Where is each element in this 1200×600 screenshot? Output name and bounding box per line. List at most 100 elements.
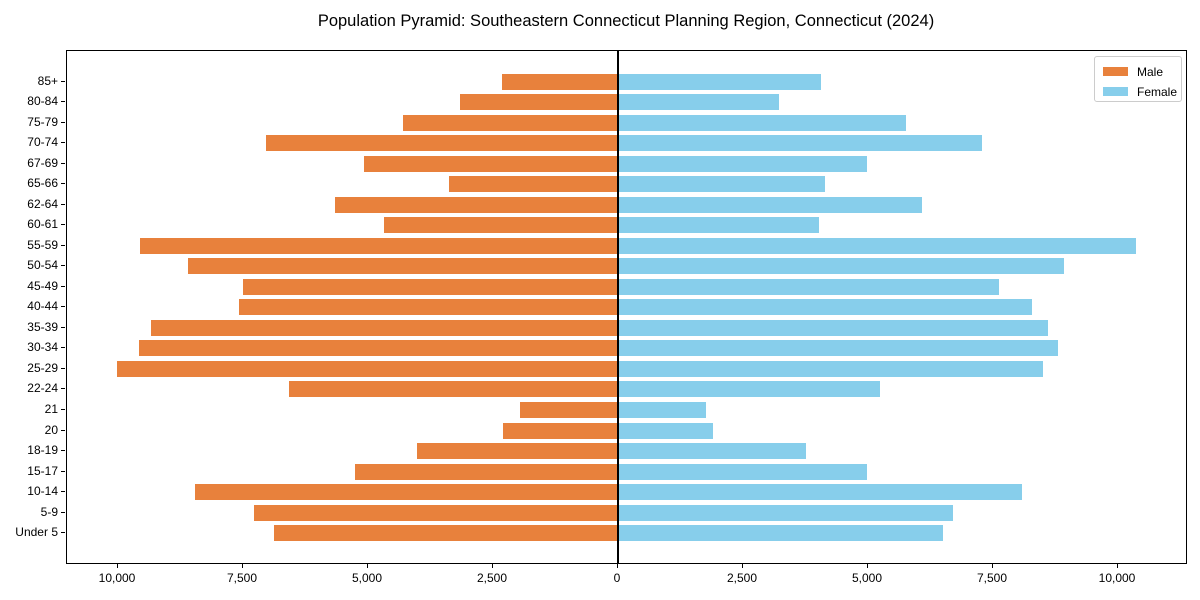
legend: Male Female	[1094, 56, 1182, 102]
y-tick-label: 55-59	[27, 237, 58, 252]
male-bar	[187, 258, 617, 275]
y-axis-tick	[61, 347, 65, 349]
y-axis-tick	[61, 429, 65, 431]
female-legend-label: Female	[1137, 84, 1178, 99]
female-bar	[618, 196, 922, 213]
male-bar	[501, 73, 617, 90]
female-bar	[618, 422, 713, 439]
x-axis-tick	[242, 564, 243, 568]
y-tick-label: 15-17	[27, 463, 58, 478]
y-axis-tick	[61, 306, 65, 308]
male-bar	[335, 196, 617, 213]
female-bar	[618, 443, 806, 460]
male-bar	[519, 401, 617, 418]
y-tick-label: 85+	[37, 73, 58, 88]
y-tick-label: 70-74	[27, 135, 58, 150]
y-axis-tick	[61, 121, 65, 123]
y-tick-label: 67-69	[27, 155, 58, 170]
x-tick-label: 10,000	[98, 571, 136, 585]
female-bar	[618, 94, 779, 111]
male-bar	[238, 299, 617, 316]
x-axis-tick	[867, 564, 868, 568]
y-tick-label: 18-19	[27, 443, 58, 458]
female-bar	[618, 135, 982, 152]
x-tick-label: 5,000	[851, 571, 883, 585]
y-tick-label: 10-14	[27, 484, 58, 499]
x-axis-tick	[1117, 564, 1118, 568]
y-axis-tick	[61, 285, 65, 287]
male-bar	[116, 360, 617, 377]
female-bar	[618, 340, 1058, 357]
male-bar	[265, 135, 617, 152]
y-tick-label: 5-9	[40, 504, 58, 519]
y-tick-label: 50-54	[27, 258, 58, 273]
x-tick-label: 2,500	[476, 571, 508, 585]
male-bar	[460, 94, 617, 111]
male-bar	[242, 278, 617, 295]
female-bar	[618, 484, 1022, 501]
female-bar	[618, 73, 821, 90]
male-legend-swatch	[1103, 67, 1128, 76]
y-tick-label: 21	[44, 401, 58, 416]
x-axis-tick	[742, 564, 743, 568]
female-bar	[618, 463, 867, 480]
y-tick-label: 62-64	[27, 196, 58, 211]
female-bar	[618, 360, 1043, 377]
male-bar	[195, 484, 617, 501]
y-axis-tick	[61, 511, 65, 513]
male-bar	[253, 504, 617, 521]
male-bar	[139, 340, 617, 357]
x-axis-tick	[617, 564, 618, 568]
y-axis-tick	[61, 408, 65, 410]
female-legend-swatch	[1103, 87, 1128, 96]
y-axis-tick	[61, 532, 65, 534]
male-bar	[384, 217, 617, 234]
legend-item-male: Male	[1103, 63, 1181, 80]
y-axis-tick	[61, 388, 65, 390]
y-axis-tick	[61, 265, 65, 267]
female-bar	[618, 237, 1136, 254]
y-tick-label: 25-29	[27, 360, 58, 375]
x-axis-tick	[117, 564, 118, 568]
female-bar	[618, 258, 1064, 275]
y-tick-label: 60-61	[27, 217, 58, 232]
male-bar	[288, 381, 617, 398]
male-bar	[363, 155, 617, 172]
x-tick-label: 2,500	[726, 571, 758, 585]
female-bar	[618, 278, 999, 295]
x-tick-label: 5,000	[351, 571, 383, 585]
female-bar	[618, 525, 943, 542]
legend-item-female: Female	[1103, 83, 1181, 100]
y-axis-tick	[61, 101, 65, 103]
y-tick-label: 20	[44, 422, 58, 437]
x-tick-label: 7,500	[226, 571, 258, 585]
female-bar	[618, 319, 1048, 336]
male-legend-label: Male	[1137, 64, 1164, 79]
y-axis-tick	[61, 224, 65, 226]
female-bar	[618, 504, 953, 521]
y-tick-label: 22-24	[27, 381, 58, 396]
y-axis-tick	[61, 470, 65, 472]
male-bar	[355, 463, 617, 480]
female-bar	[618, 155, 867, 172]
y-tick-label: 45-49	[27, 278, 58, 293]
male-bar	[140, 237, 617, 254]
x-tick-label: 10,000	[1098, 571, 1136, 585]
y-tick-label: 40-44	[27, 299, 58, 314]
y-axis-tick	[61, 450, 65, 452]
male-bar	[273, 525, 617, 542]
y-tick-label: 30-34	[27, 340, 58, 355]
female-bar	[618, 114, 906, 131]
male-bar	[150, 319, 617, 336]
y-axis-tick	[61, 142, 65, 144]
y-axis-tick	[61, 244, 65, 246]
y-axis-tick	[61, 491, 65, 493]
y-axis-tick	[61, 162, 65, 164]
female-bar	[618, 217, 819, 234]
male-bar	[402, 114, 617, 131]
female-bar	[618, 381, 880, 398]
chart-title: Population Pyramid: Southeastern Connect…	[317, 12, 935, 30]
y-axis-tick	[61, 183, 65, 185]
y-axis-tick	[61, 80, 65, 82]
female-bar	[618, 401, 706, 418]
